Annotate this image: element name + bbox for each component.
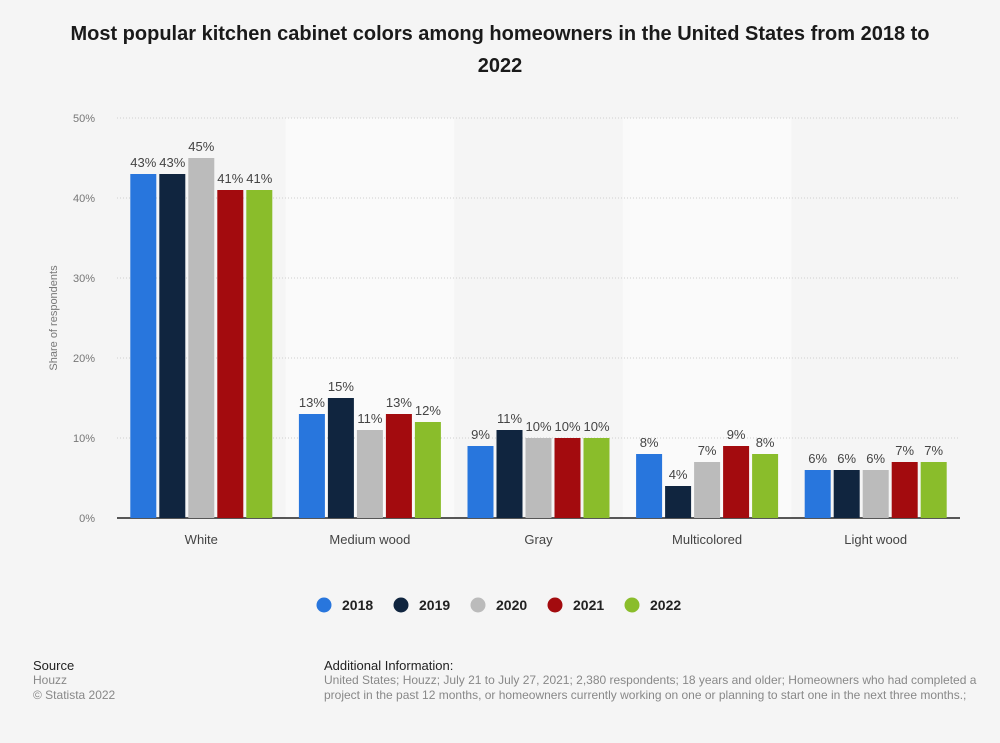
legend-marker-2021 [547,597,563,613]
bar-2021 [723,446,750,518]
bar-2018 [636,454,663,518]
bar-2018 [804,470,831,518]
y-tick-label: 20% [73,353,95,365]
bar-2022 [920,462,947,518]
bar-2022 [752,454,779,518]
data-label: 43% [159,155,185,170]
bar-2018 [467,446,494,518]
bar-2019 [327,398,354,518]
data-label: 11% [497,411,522,426]
bar-2021 [891,462,918,518]
bar-2019 [159,174,186,518]
bar-2022 [583,438,610,518]
bar-2019 [833,470,860,518]
bar-2021 [385,414,412,518]
data-label: 12% [415,403,441,418]
bar-2021 [554,438,581,518]
category-band [622,118,792,518]
legend-label: 2021 [573,597,604,613]
chart-title: Most popular kitchen cabinet colors amon… [70,23,930,77]
data-label: 15% [328,379,354,394]
info-line: United States; Houzz; July 21 to July 27… [324,673,977,687]
bar-chart: 0% 10% 20% 30% 40% 50% Share of respondents Whi… [48,113,960,613]
bar-2021 [217,190,244,518]
bar-2018 [298,414,325,518]
legend-marker-2022 [624,597,640,613]
y-axis-title: Share of respondents [48,265,60,371]
bar-2020 [356,430,383,518]
legend-label: 2019 [419,597,450,613]
x-tick-label: Multicolored [672,532,742,547]
data-label: 10% [525,419,551,434]
bar-2019 [496,430,523,518]
bar-2018 [130,174,157,518]
source-name[interactable]: Houzz [33,673,68,687]
x-tick-label: Medium wood [329,532,410,547]
legend-label: 2020 [496,597,527,613]
bar-2020 [694,462,721,518]
y-tick-label: 30% [73,273,95,285]
info-heading: Additional Information: [324,658,454,673]
additional-info: Additional Information: United States; H… [324,658,976,703]
y-tick-label: 0% [79,513,95,525]
bar-2020 [862,470,889,518]
data-label: 41% [246,171,272,186]
y-tick-label: 10% [73,433,95,445]
x-tick-label: White [185,532,218,547]
data-label: 6% [837,451,856,466]
y-tick-label: 40% [73,193,95,205]
data-label: 6% [866,451,885,466]
legend-marker-2019 [393,597,409,613]
data-label: 11% [357,411,382,426]
data-label: 7% [924,443,943,458]
data-label: 8% [756,435,775,450]
bar-2020 [188,158,215,518]
bar-2020 [525,438,552,518]
x-tick-label: Light wood [844,532,907,547]
data-label: 6% [808,451,827,466]
data-label: 13% [299,395,325,410]
data-label: 7% [895,443,914,458]
data-label: 10% [554,419,580,434]
data-label: 9% [727,427,746,442]
legend-label: 2018 [342,597,373,613]
bar-2022 [246,190,273,518]
data-label: 10% [583,419,609,434]
info-line: project in the past 12 months, or homeow… [324,688,967,702]
x-tick-label: Gray [524,532,553,547]
legend-marker-2018 [316,597,332,613]
source-block: Source Houzz © Statista 2022 [33,658,115,703]
data-label: 9% [471,427,490,442]
bar-2019 [665,486,692,518]
data-label: 13% [386,395,412,410]
data-label: 43% [130,155,156,170]
legend-marker-2020 [470,597,486,613]
bar-2022 [414,422,441,518]
copyright: © Statista 2022 [33,688,116,702]
legend-label: 2022 [650,597,681,613]
data-label: 41% [217,171,243,186]
data-label: 45% [188,139,214,154]
data-label: 7% [698,443,717,458]
source-heading: Source [33,658,75,673]
data-label: 8% [640,435,659,450]
data-label: 4% [669,467,688,482]
y-tick-label: 50% [73,113,95,125]
